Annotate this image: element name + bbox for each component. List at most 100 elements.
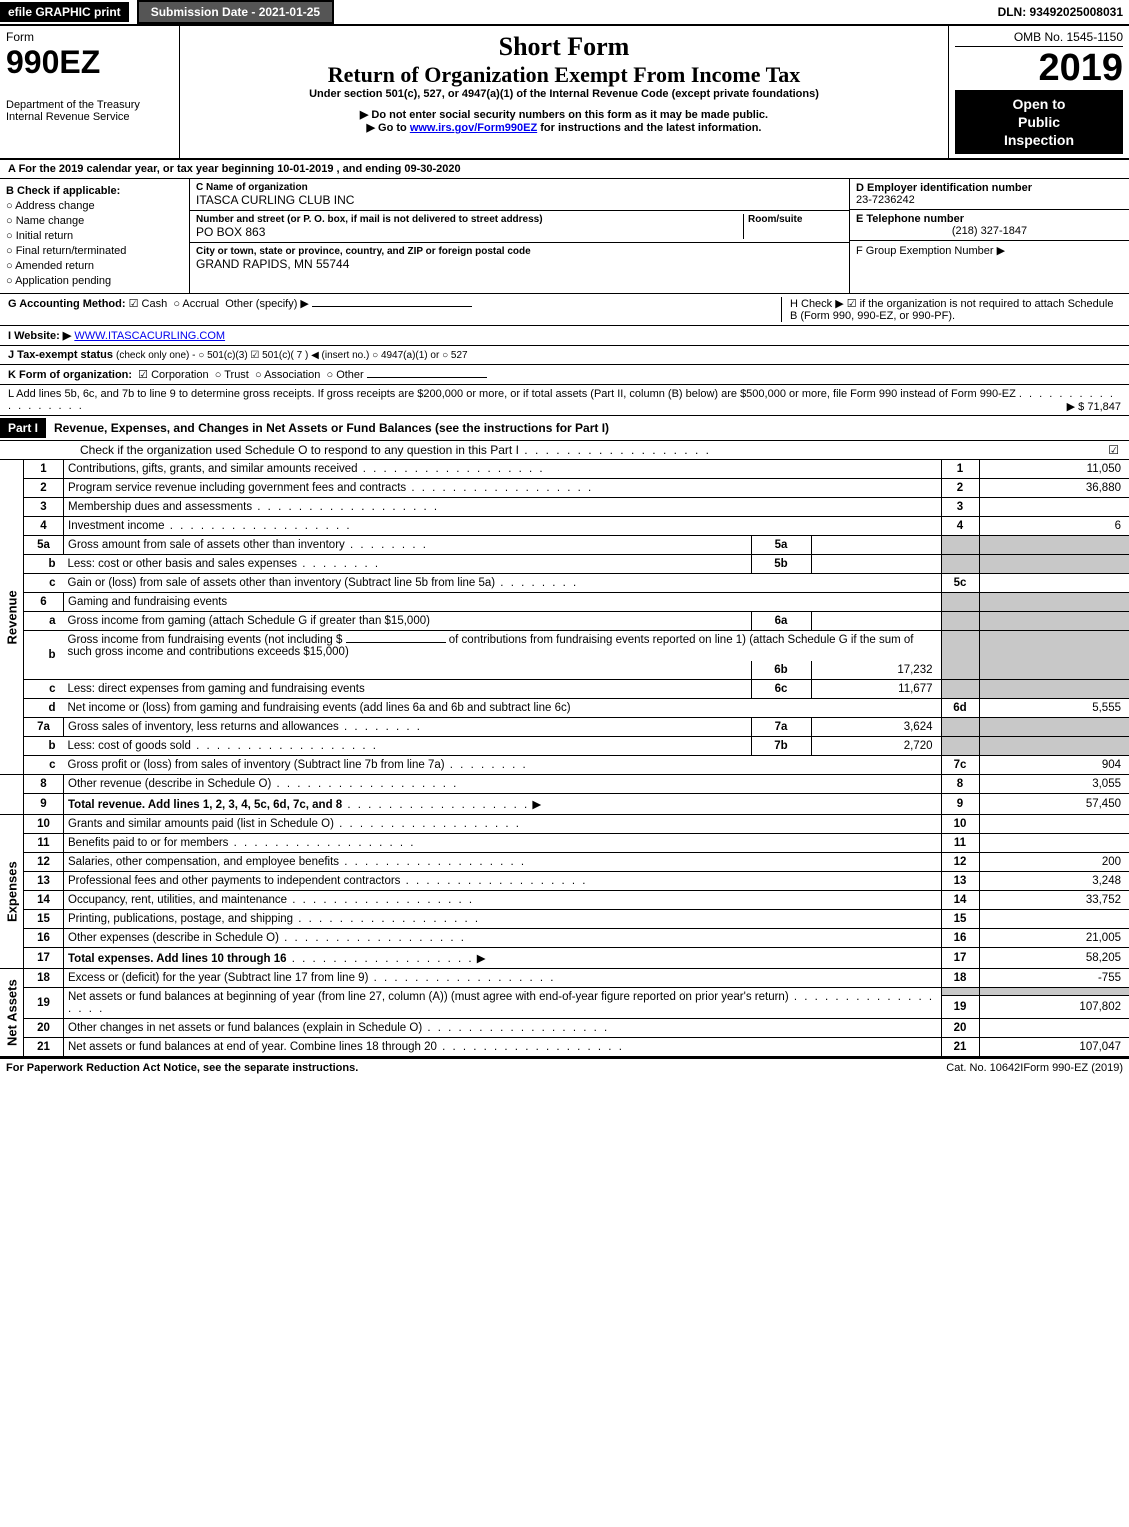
l6d-val: 5,555 <box>979 699 1129 718</box>
l7c-desc: Gross profit or (loss) from sales of inv… <box>68 759 445 771</box>
l5a-desc: Gross amount from sale of assets other t… <box>68 539 345 551</box>
under-section: Under section 501(c), 527, or 4947(a)(1)… <box>186 88 942 100</box>
formk-trust[interactable]: Trust <box>215 369 249 381</box>
row-k: K Form of organization: Corporation Trus… <box>0 365 1129 385</box>
l17-desc: Total expenses. Add lines 10 through 16 <box>68 953 287 965</box>
goto-line: ▶ Go to www.irs.gov/Form990EZ for instru… <box>186 121 942 134</box>
l9-desc: Total revenue. Add lines 1, 2, 3, 4, 5c,… <box>68 799 342 811</box>
l13-desc: Professional fees and other payments to … <box>68 875 400 887</box>
row-j: J Tax-exempt status (check only one) - ○… <box>0 346 1129 365</box>
taxj-options: (check only one) - ○ 501(c)(3) ☑ 501(c)(… <box>116 350 468 361</box>
identification-block: B Check if applicable: Address change Na… <box>0 179 1129 294</box>
goto-pre: ▶ Go to <box>367 122 410 134</box>
return-title: Return of Organization Exempt From Incom… <box>186 62 942 88</box>
phone-label: E Telephone number <box>856 213 1123 225</box>
l4-desc: Investment income <box>68 520 165 532</box>
lineL-amount: ▶ $ 71,847 <box>1067 400 1121 413</box>
dept-irs: Internal Revenue Service <box>6 111 173 123</box>
l4-val: 6 <box>979 517 1129 536</box>
open-line2: Public <box>959 114 1119 130</box>
l6a-val <box>811 612 941 631</box>
l7a-desc: Gross sales of inventory, less returns a… <box>68 721 339 733</box>
l5c-desc: Gain or (loss) from sale of assets other… <box>68 577 496 589</box>
l19-val: 107,802 <box>979 996 1129 1019</box>
check-name[interactable]: Name change <box>6 215 183 227</box>
form-ref: Form 990-EZ (2019) <box>1023 1062 1123 1074</box>
phone-value: (218) 327-1847 <box>856 225 1123 237</box>
l19-desc: Net assets or fund balances at beginning… <box>68 991 789 1003</box>
formk-corp[interactable]: Corporation <box>138 369 208 381</box>
acct-other[interactable]: Other (specify) ▶ <box>225 298 309 310</box>
city-label: City or town, state or province, country… <box>196 246 843 257</box>
org-city: GRAND RAPIDS, MN 55744 <box>196 257 843 271</box>
l5c-val <box>979 574 1129 593</box>
room-label: Room/suite <box>748 214 843 225</box>
check-pending[interactable]: Application pending <box>6 275 183 287</box>
goto-post: for instructions and the latest informat… <box>537 122 761 134</box>
check-initial[interactable]: Initial return <box>6 230 183 242</box>
pra-notice: For Paperwork Reduction Act Notice, see … <box>6 1062 946 1074</box>
formk-label: K Form of organization: <box>8 369 132 381</box>
l3-desc: Membership dues and assessments <box>68 501 252 513</box>
row-i: I Website: ▶ WWW.ITASCACURLING.COM <box>0 326 1129 346</box>
orgc-label: C Name of organization <box>196 182 843 193</box>
part1-title: Revenue, Expenses, and Changes in Net As… <box>46 418 1129 438</box>
l16-val: 21,005 <box>979 929 1129 948</box>
l7c-val: 904 <box>979 756 1129 775</box>
l14-val: 33,752 <box>979 891 1129 910</box>
period-a: A For the 2019 calendar year, or tax yea… <box>0 160 1129 179</box>
l7b-val: 2,720 <box>811 737 941 756</box>
l2-desc: Program service revenue including govern… <box>68 482 406 494</box>
taxj-label: J Tax-exempt status <box>8 349 113 361</box>
check-o-box[interactable]: ☑ <box>1108 443 1129 457</box>
irs-link[interactable]: www.irs.gov/Form990EZ <box>410 122 537 134</box>
l7a-val: 3,624 <box>811 718 941 737</box>
check-o-text: Check if the organization used Schedule … <box>80 443 519 457</box>
netassets-section-label: Net Assets <box>0 969 24 1057</box>
check-h: H Check ▶ ☑ if the organization is not r… <box>781 297 1121 322</box>
l6c-desc: Less: direct expenses from gaming and fu… <box>64 680 752 699</box>
open-public-badge: Open to Public Inspection <box>955 90 1123 154</box>
l11-val <box>979 834 1129 853</box>
row-l: L Add lines 5b, 6c, and 7b to line 9 to … <box>0 385 1129 416</box>
part1-check-o-row: Check if the organization used Schedule … <box>0 441 1129 460</box>
form-word: Form <box>6 30 173 44</box>
omb-number: OMB No. 1545-1150 <box>955 30 1123 47</box>
open-line3: Inspection <box>959 132 1119 148</box>
website-link[interactable]: WWW.ITASCACURLING.COM <box>74 330 225 342</box>
check-applicable-col: B Check if applicable: Address change Na… <box>0 179 190 293</box>
ein-label: D Employer identification number <box>856 182 1123 194</box>
top-bar: efile GRAPHIC print Submission Date - 20… <box>0 0 1129 26</box>
l6c-val: 11,677 <box>811 680 941 699</box>
check-address[interactable]: Address change <box>6 200 183 212</box>
ssn-warning: ▶ Do not enter social security numbers o… <box>186 108 942 121</box>
formk-assoc[interactable]: Association <box>255 369 320 381</box>
row-g-h: G Accounting Method: Cash Accrual Other … <box>0 294 1129 326</box>
part1-header-row: Part I Revenue, Expenses, and Changes in… <box>0 416 1129 441</box>
l8-desc: Other revenue (describe in Schedule O) <box>68 778 271 790</box>
check-final[interactable]: Final return/terminated <box>6 245 183 257</box>
l13-val: 3,248 <box>979 872 1129 891</box>
l18-val: -755 <box>979 969 1129 988</box>
check-amended[interactable]: Amended return <box>6 260 183 272</box>
efile-print-button[interactable]: efile GRAPHIC print <box>0 2 129 22</box>
l6-desc: Gaming and fundraising events <box>64 593 942 612</box>
l15-desc: Printing, publications, postage, and shi… <box>68 913 293 925</box>
part1-label: Part I <box>0 418 46 438</box>
l18-desc: Excess or (deficit) for the year (Subtra… <box>68 972 368 984</box>
formk-other[interactable]: Other <box>326 369 363 381</box>
submission-date-button[interactable]: Submission Date - 2021-01-25 <box>137 0 334 24</box>
l8-val: 3,055 <box>979 775 1129 794</box>
l12-desc: Salaries, other compensation, and employ… <box>68 856 339 868</box>
l21-val: 107,047 <box>979 1038 1129 1057</box>
l5b-desc: Less: cost or other basis and sales expe… <box>68 558 298 570</box>
l7b-desc: Less: cost of goods sold <box>68 740 191 752</box>
revenue-section-label: Revenue <box>0 460 24 775</box>
l3-val <box>979 498 1129 517</box>
acct-accrual[interactable]: Accrual <box>173 298 219 310</box>
l1-val: 11,050 <box>979 460 1129 479</box>
dept-treasury: Department of the Treasury <box>6 99 173 111</box>
acct-cash[interactable]: Cash <box>129 298 168 310</box>
org-name: ITASCA CURLING CLUB INC <box>196 193 843 207</box>
part1-table: Revenue 1 Contributions, gifts, grants, … <box>0 460 1129 1057</box>
